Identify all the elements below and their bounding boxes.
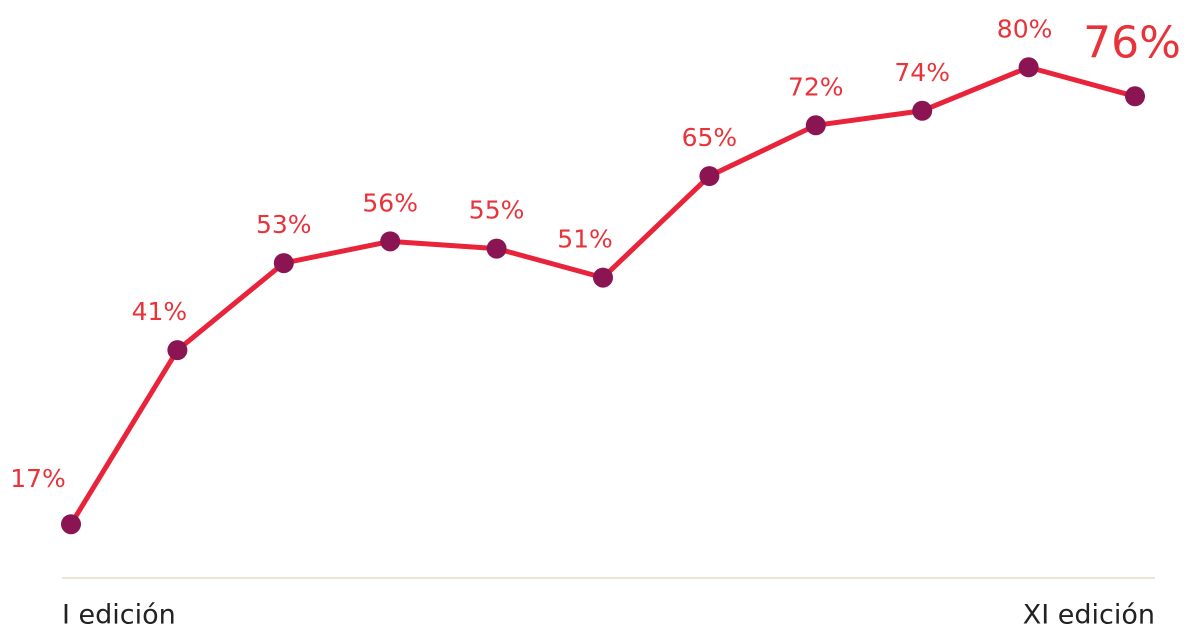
x-tick-label: XI edición bbox=[1023, 600, 1155, 631]
marker bbox=[1018, 57, 1039, 78]
marker bbox=[593, 267, 613, 288]
marker bbox=[167, 340, 188, 361]
marker bbox=[273, 253, 294, 274]
data-label: 65% bbox=[682, 123, 738, 152]
line bbox=[68, 64, 1136, 526]
data-label: 76% bbox=[1083, 17, 1181, 68]
data-label: 41% bbox=[132, 297, 188, 326]
data-label: 53% bbox=[256, 210, 312, 239]
data-label: 72% bbox=[788, 72, 844, 101]
marker bbox=[805, 115, 826, 136]
data-label: 56% bbox=[362, 188, 418, 217]
marker bbox=[61, 514, 81, 535]
data-label: 55% bbox=[469, 196, 525, 225]
data-label: 74% bbox=[894, 58, 950, 87]
x-tick-label: I edición bbox=[62, 600, 176, 631]
marker bbox=[1125, 86, 1145, 107]
data-label: 51% bbox=[557, 225, 613, 254]
marker bbox=[699, 166, 720, 187]
marker bbox=[912, 100, 933, 121]
data-label: 17% bbox=[10, 464, 66, 493]
marker bbox=[486, 238, 507, 259]
marker bbox=[380, 231, 401, 252]
data-label: 80% bbox=[997, 14, 1053, 43]
